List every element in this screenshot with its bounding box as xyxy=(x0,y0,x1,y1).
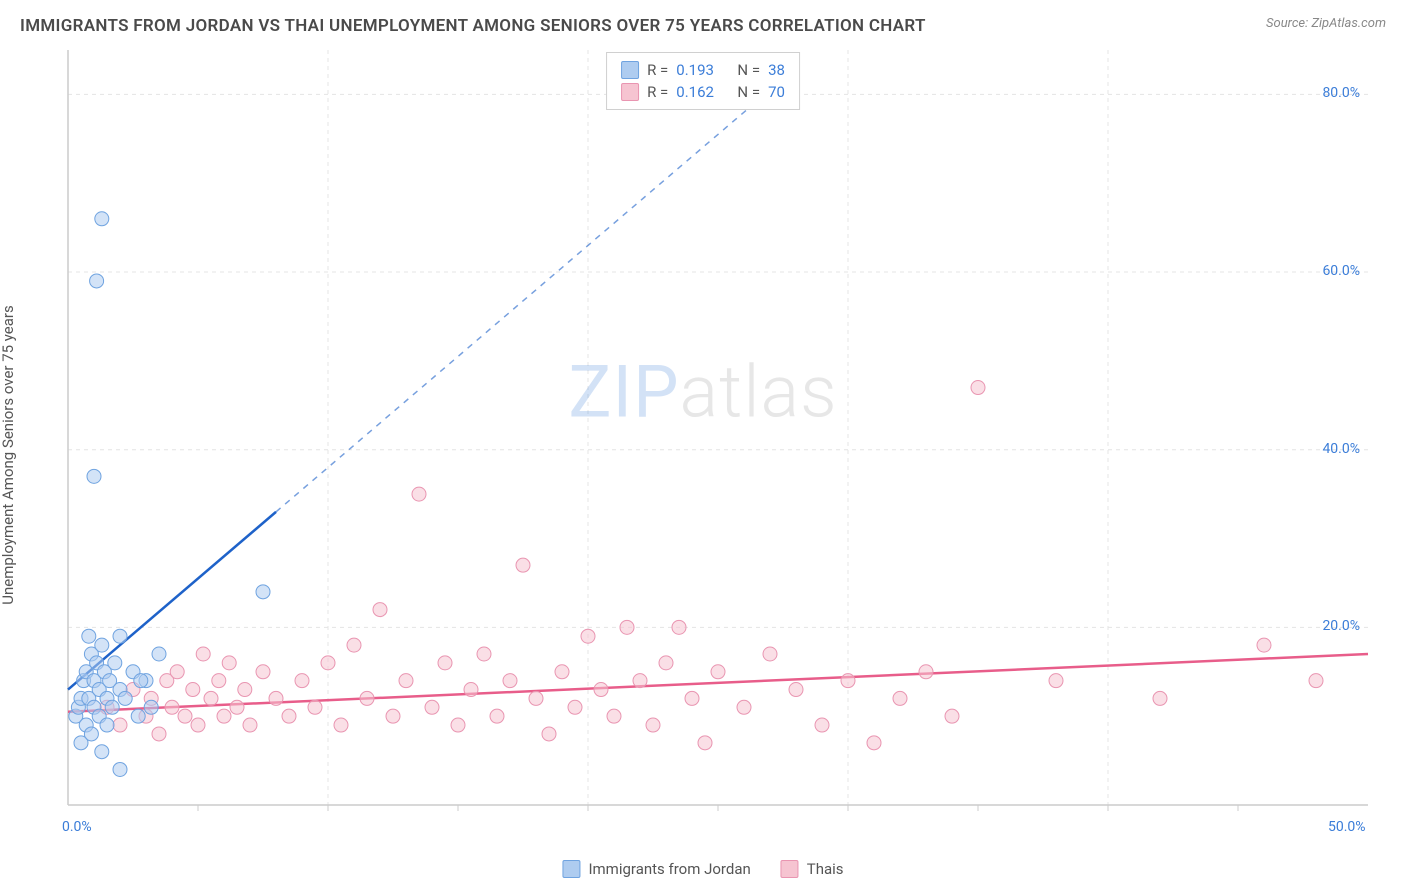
y-tick-label: 40.0% xyxy=(1322,441,1360,457)
y-axis-label: Unemployment Among Seniors over 75 years xyxy=(0,305,17,604)
y-tick-label: 60.0% xyxy=(1322,263,1360,279)
correlation-legend: R = 0.193 N = 38 R = 0.162 N = 70 xyxy=(606,52,800,110)
legend-row-series1: R = 0.193 N = 38 xyxy=(621,59,785,81)
x-tick-label: 50.0% xyxy=(1328,819,1366,835)
series-legend: Immigrants from Jordan Thais xyxy=(562,860,843,878)
y-tick-label: 20.0% xyxy=(1322,618,1360,634)
swatch-series1-icon xyxy=(562,860,580,878)
scatter-chart xyxy=(50,50,1386,842)
legend-row-series2: R = 0.162 N = 70 xyxy=(621,81,785,103)
swatch-series2 xyxy=(621,83,639,101)
legend-item-series1: Immigrants from Jordan xyxy=(562,860,750,878)
y-tick-label: 80.0% xyxy=(1322,85,1360,101)
swatch-series1 xyxy=(621,61,639,79)
source-attribution: Source: ZipAtlas.com xyxy=(1266,16,1386,31)
legend-item-series2: Thais xyxy=(781,860,844,878)
x-tick-label: 0.0% xyxy=(62,819,92,835)
page-title: IMMIGRANTS FROM JORDAN VS THAI UNEMPLOYM… xyxy=(20,16,926,36)
swatch-series2-icon xyxy=(781,860,799,878)
